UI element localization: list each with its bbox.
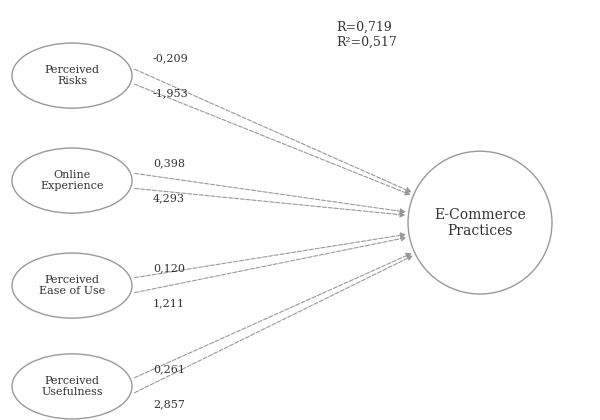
Text: 4,293: 4,293 xyxy=(153,193,185,203)
Text: 0,120: 0,120 xyxy=(153,263,185,273)
Text: R=0,719
R²=0,517: R=0,719 R²=0,517 xyxy=(336,21,397,49)
Ellipse shape xyxy=(12,43,132,108)
Text: Perceived
Usefulness: Perceived Usefulness xyxy=(41,375,103,397)
Text: Perceived
Ease of Use: Perceived Ease of Use xyxy=(39,275,105,297)
Text: Online
Experience: Online Experience xyxy=(40,170,104,192)
Text: 0,261: 0,261 xyxy=(153,364,185,374)
Ellipse shape xyxy=(12,354,132,419)
Ellipse shape xyxy=(12,253,132,318)
Ellipse shape xyxy=(408,151,552,294)
Text: E-Commerce
Practices: E-Commerce Practices xyxy=(434,207,526,238)
Text: -1,953: -1,953 xyxy=(153,88,189,98)
Text: 2,857: 2,857 xyxy=(153,399,185,409)
Text: 0,398: 0,398 xyxy=(153,158,185,168)
Text: Perceived
Risks: Perceived Risks xyxy=(44,65,100,87)
Ellipse shape xyxy=(12,148,132,213)
Text: -0,209: -0,209 xyxy=(153,53,189,63)
Text: 1,211: 1,211 xyxy=(153,298,185,308)
